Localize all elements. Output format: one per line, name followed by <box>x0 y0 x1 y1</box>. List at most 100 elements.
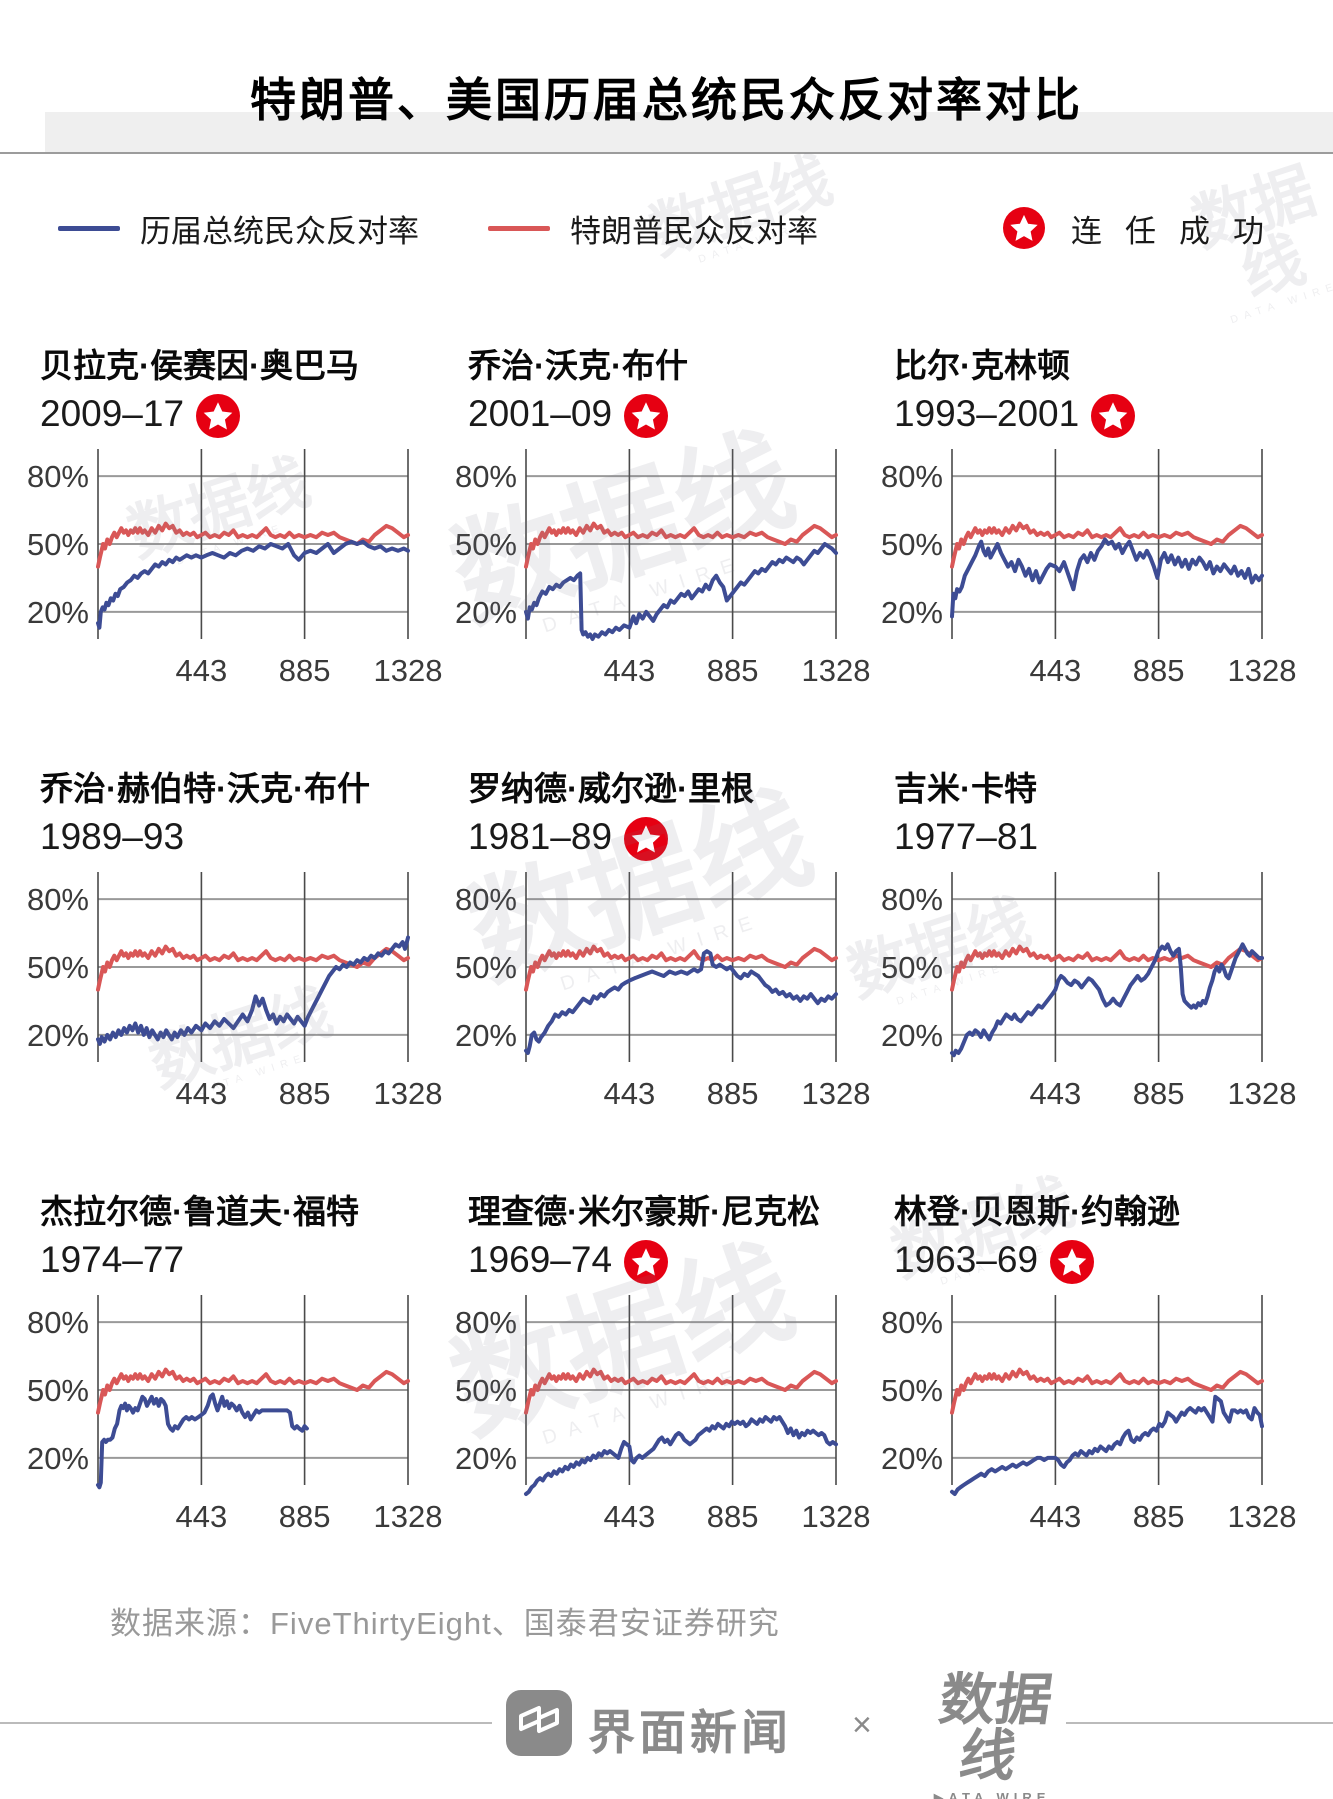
reelected-star-icon <box>1003 207 1045 249</box>
charts-grid: 贝拉克·侯赛因·奥巴马 2009–17 80% 50% 20% 443 885 1328 乔治·… <box>27 347 1300 1597</box>
x-tick-label: 1328 <box>802 653 871 688</box>
legend: 历届总统民众反对率 特朗普民众反对率 连任成功 <box>0 202 1333 254</box>
trump-line <box>96 944 410 992</box>
x-tick-label: 443 <box>604 1499 656 1534</box>
y-tick-label: 20% <box>27 1018 89 1053</box>
y-tick-label: 20% <box>27 595 89 630</box>
president-name: 乔治·沃克·布什 <box>468 347 688 384</box>
president-panel-4: 乔治·赫伯特·沃克·布什 1989–93 80% 50% 20% 443 885 1328 <box>27 770 443 1114</box>
president-panel-5: 罗纳德·威尔逊·里根 1981–89 80% 50% 20% 443 885 1328 <box>455 770 871 1114</box>
x-tick-label: 1328 <box>1228 1076 1297 1111</box>
y-tick-label: 80% <box>881 882 943 917</box>
president-name: 比尔·克林顿 <box>894 347 1070 384</box>
y-tick-label: 50% <box>881 527 943 562</box>
y-tick-label: 50% <box>27 527 89 562</box>
jiemian-logo-icon <box>506 1690 572 1761</box>
term-years: 1974–77 <box>40 1239 185 1280</box>
x-tick-label: 885 <box>279 1499 331 1534</box>
x-tick-label: 1328 <box>374 653 443 688</box>
president-line <box>950 1394 1264 1496</box>
president-years: 1963–69 <box>894 1237 1274 1284</box>
president-line <box>524 1415 838 1496</box>
footer-rule-right <box>1066 1722 1333 1724</box>
y-tick-label: 20% <box>881 1018 943 1053</box>
president-name: 贝拉克·侯赛因·奥巴马 <box>40 347 359 384</box>
disapproval-chart: 80% 50% 20% 443 885 1328 <box>455 449 870 688</box>
y-tick-label: 20% <box>881 595 943 630</box>
president-name: 杰拉尔德·鲁道夫·福特 <box>40 1193 359 1230</box>
y-tick-label: 80% <box>27 459 89 494</box>
president-panel-7: 杰拉尔德·鲁道夫·福特 1974–77 80% 50% 20% 443 885 1328 <box>27 1193 443 1537</box>
footer-cross-icon: × <box>852 1706 872 1744</box>
y-tick-label: 80% <box>455 459 517 494</box>
footer-rule-left <box>0 1722 492 1724</box>
president-years: 2009–17 <box>40 391 420 438</box>
y-tick-label: 50% <box>455 950 517 985</box>
legend-label-reelected: 连任成功 <box>1071 213 1287 249</box>
legend-item-historical: 历届总统民众反对率 <box>58 202 419 254</box>
x-tick-label: 443 <box>176 1076 228 1111</box>
x-tick-label: 1328 <box>374 1076 443 1111</box>
y-tick-label: 80% <box>455 1305 517 1340</box>
term-years: 2009–17 <box>40 393 185 434</box>
x-tick-label: 885 <box>707 653 759 688</box>
header-divider <box>0 152 1333 154</box>
x-tick-label: 885 <box>707 1076 759 1111</box>
president-panel-3: 比尔·克林顿 1993–2001 80% 50% 20% 443 885 1328 <box>881 347 1297 691</box>
disapproval-chart: 80% 50% 20% 443 885 1328 <box>881 1295 1296 1534</box>
legend-label-trump: 特朗普民众反对率 <box>570 213 818 249</box>
y-tick-label: 80% <box>27 1305 89 1340</box>
president-line <box>524 542 838 641</box>
reelected-star-badge <box>1091 394 1136 438</box>
x-tick-label: 1328 <box>1228 1499 1297 1534</box>
trump-line <box>950 521 1264 569</box>
president-years: 2001–09 <box>468 391 848 438</box>
data-source: 数据来源：FiveThirtyEight、国泰君安证券研究 <box>110 1606 780 1641</box>
x-tick-label: 885 <box>1133 653 1185 688</box>
y-tick-label: 80% <box>27 882 89 917</box>
president-name: 乔治·赫伯特·沃克·布什 <box>40 770 370 807</box>
y-tick-label: 80% <box>881 1305 943 1340</box>
president-name: 罗纳德·威尔逊·里根 <box>468 770 754 807</box>
datawire-logo-subtext: ▶ATA WIRE <box>933 1790 1051 1799</box>
y-tick-label: 20% <box>455 1018 517 1053</box>
president-panel-8: 理查德·米尔豪斯·尼克松 1969–74 80% 50% 20% 443 885 1328 <box>455 1193 871 1537</box>
president-panel-1: 贝拉克·侯赛因·奥巴马 2009–17 80% 50% 20% 443 885 1328 <box>27 347 443 691</box>
x-tick-label: 443 <box>1030 1076 1082 1111</box>
jiemian-logo-text: 界面新闻 <box>588 1706 792 1759</box>
trump-line <box>524 521 838 569</box>
president-years: 1993–2001 <box>894 391 1274 438</box>
x-tick-label: 885 <box>707 1499 759 1534</box>
y-tick-label: 20% <box>881 1441 943 1476</box>
president-panel-9: 林登·贝恩斯·约翰逊 1963–69 80% 50% 20% 443 885 1328 <box>881 1193 1297 1537</box>
y-tick-label: 20% <box>455 595 517 630</box>
y-tick-label: 20% <box>455 1441 517 1476</box>
x-tick-label: 885 <box>1133 1499 1185 1534</box>
president-name: 吉米·卡特 <box>894 770 1037 807</box>
y-tick-label: 50% <box>455 527 517 562</box>
trump-line <box>96 521 410 569</box>
president-line <box>96 1392 309 1490</box>
y-tick-label: 50% <box>881 1373 943 1408</box>
trump-line <box>524 944 838 992</box>
x-tick-label: 443 <box>1030 653 1082 688</box>
y-tick-label: 20% <box>27 1441 89 1476</box>
president-years: 1969–74 <box>468 1237 848 1284</box>
disapproval-chart: 80% 50% 20% 443 885 1328 <box>455 872 870 1111</box>
disapproval-chart: 80% 50% 20% 443 885 1328 <box>27 1295 442 1534</box>
x-tick-label: 443 <box>176 1499 228 1534</box>
trump-line <box>950 944 1264 992</box>
x-tick-label: 1328 <box>1228 653 1297 688</box>
president-years: 1981–89 <box>468 814 848 861</box>
president-line <box>950 537 1264 619</box>
president-name: 理查德·米尔豪斯·尼克松 <box>468 1193 820 1230</box>
president-line <box>96 935 410 1046</box>
x-tick-label: 443 <box>604 1076 656 1111</box>
trump-line <box>96 1367 410 1415</box>
x-tick-label: 1328 <box>802 1076 871 1111</box>
term-years: 2001–09 <box>468 393 613 434</box>
president-panel-2: 乔治·沃克·布什 2001–09 80% 50% 20% 443 885 1328 <box>455 347 871 691</box>
x-tick-label: 1328 <box>374 1499 443 1534</box>
reelected-star-badge <box>624 394 669 438</box>
